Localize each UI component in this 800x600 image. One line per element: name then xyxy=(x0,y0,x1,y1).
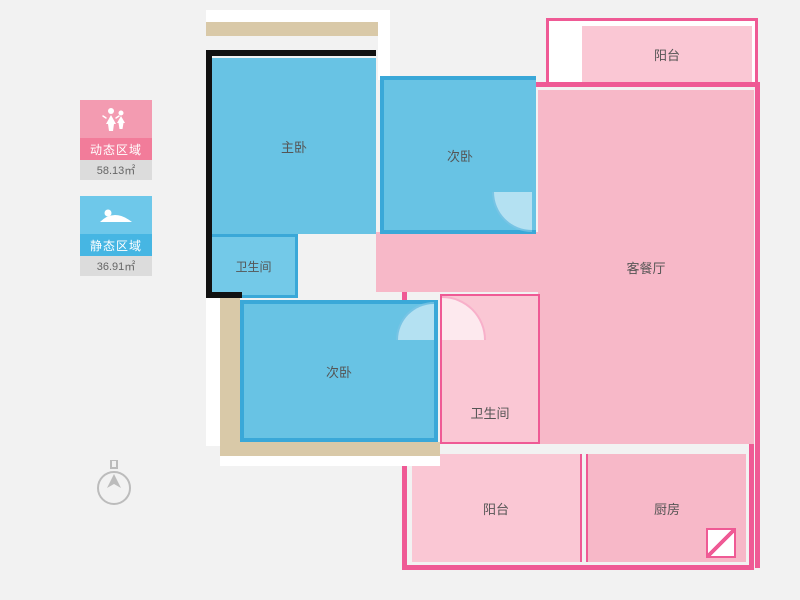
compass-icon xyxy=(94,460,134,510)
room-bath1: 卫生间 xyxy=(212,234,298,298)
sleeping-icon xyxy=(80,196,152,234)
room-balcony-lower: 阳台 xyxy=(412,454,582,562)
window-marker xyxy=(706,528,736,558)
legend-static-label: 静态区域 xyxy=(80,234,152,256)
legend-static-value: 36.91㎡ xyxy=(80,256,152,276)
people-icon xyxy=(80,100,152,138)
room-label: 客餐厅 xyxy=(626,258,665,277)
room-label: 次卧 xyxy=(326,362,352,381)
room-living: 客餐厅 xyxy=(538,90,754,444)
room-balcony-top: 阳台 xyxy=(582,26,752,82)
room-label: 主卧 xyxy=(281,137,307,156)
legend-static: 静态区域 36.91㎡ xyxy=(80,196,152,276)
legend: 动态区域 58.13㎡ 静态区域 36.91㎡ xyxy=(80,100,152,292)
room-label: 阳台 xyxy=(483,499,509,518)
room-label: 卫生间 xyxy=(470,403,509,422)
room-label: 厨房 xyxy=(654,499,680,518)
room-label: 卫生间 xyxy=(235,258,271,275)
legend-dynamic-label: 动态区域 xyxy=(80,138,152,160)
room-master: 主卧 xyxy=(212,58,376,234)
floor-plan: 阳台 客餐厅 厨房 阳台 卫生间 主卧 xyxy=(206,0,800,600)
room-label: 次卧 xyxy=(447,146,473,165)
room-label: 阳台 xyxy=(654,45,680,64)
legend-dynamic: 动态区域 58.13㎡ xyxy=(80,100,152,180)
legend-dynamic-value: 58.13㎡ xyxy=(80,160,152,180)
hallway xyxy=(376,232,546,292)
